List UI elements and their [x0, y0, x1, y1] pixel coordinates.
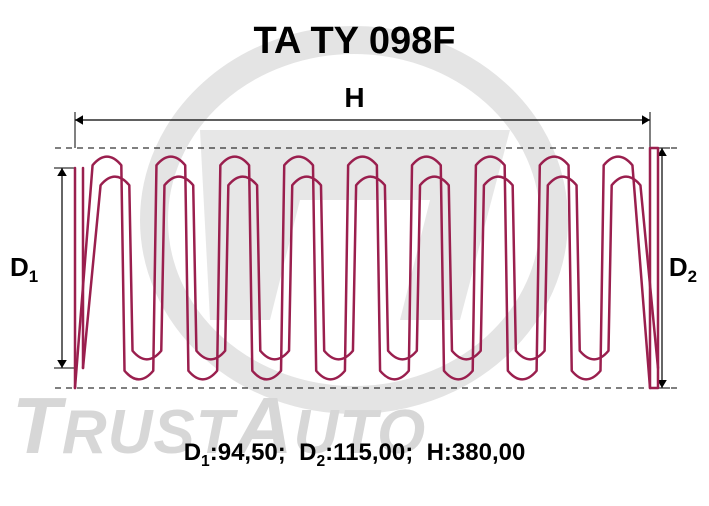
spring-diagram: [0, 0, 709, 506]
